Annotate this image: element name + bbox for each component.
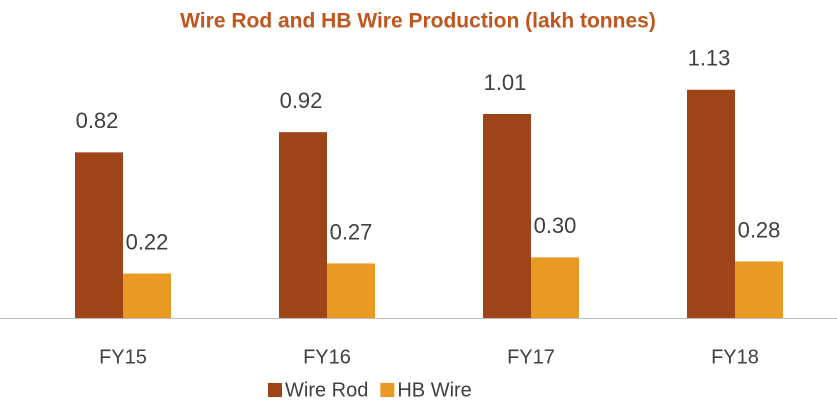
data-label: 0.82 [76,108,119,133]
x-tick-label: FY18 [711,346,759,368]
bar [123,273,171,318]
x-tick-label: FY16 [303,346,351,368]
legend-swatch [380,383,395,397]
data-label: 0.28 [738,217,781,242]
data-label: 1.01 [484,70,527,95]
data-label: 1.13 [688,46,731,71]
bar [531,257,579,318]
bar [483,113,531,318]
x-tick-label: FY17 [507,346,555,368]
data-label: 0.27 [330,219,373,244]
data-label: 0.92 [280,88,323,113]
data-label: 0.30 [534,213,577,238]
legend-label: Wire Rod [285,379,368,401]
bar [327,263,375,318]
bar [279,132,327,318]
legend-label: HB Wire [397,379,471,401]
legend-swatch [268,383,282,397]
bar [687,89,735,319]
bar [735,261,783,318]
bar [75,152,123,318]
data-label: 0.22 [126,229,169,254]
chart-title: Wire Rod and HB Wire Production (lakh to… [180,10,656,33]
x-tick-label: FY15 [99,346,147,368]
